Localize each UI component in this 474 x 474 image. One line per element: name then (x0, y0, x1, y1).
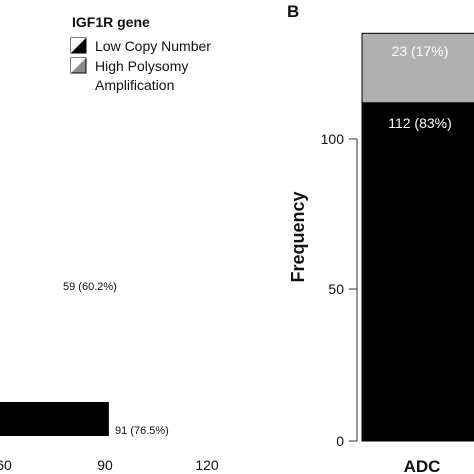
data-label-high-polysomy: 23 (17%) (392, 43, 449, 59)
legend-entry-amplification: Amplification (71, 77, 174, 93)
legend-label-high-polysomy: High Polysomy (95, 58, 188, 74)
bar-segment-high-polysomy (361, 32, 474, 104)
y-tick-label-50: 50 (328, 281, 344, 297)
legend-entry-low-copy-number: Low Copy Number (70, 37, 211, 54)
y-tick-100: 100 (321, 131, 357, 147)
panel-a-bars (0, 402, 109, 436)
data-label-second-row: 91 (76.5%) (115, 425, 169, 437)
x-tick-label-90: 90 (97, 457, 113, 473)
bar-segment-low-copy-number (361, 102, 474, 442)
legend-title: IGF1R gene (72, 14, 150, 30)
panel-label: B (287, 2, 299, 21)
x-tick-label-60: 60 (0, 457, 12, 473)
panel-a: IGF1R gene Low Copy Number High Polysomy… (0, 14, 219, 473)
legend-entry-high-polysomy: High Polysomy (70, 57, 188, 74)
y-axis-label: Frequency (288, 191, 308, 282)
x-category-label-adc: ADC (404, 457, 441, 474)
legend-swatch-amplification (71, 78, 86, 93)
legend-label-low-copy-number: Low Copy Number (95, 38, 211, 54)
y-tick-label-0: 0 (336, 433, 344, 449)
legend-swatch-diagonal (71, 58, 86, 73)
panel-b: B Frequency 0 50 100 23 (17%) 112 (83%) … (287, 2, 474, 474)
y-tick-label-100: 100 (321, 131, 345, 147)
legend: IGF1R gene Low Copy Number High Polysomy… (70, 14, 211, 93)
bar-low-copy-number (0, 402, 109, 436)
data-label-first-row: 59 (60.2%) (63, 281, 117, 293)
y-tick-50: 50 (328, 281, 357, 297)
panel-b-bars (361, 32, 474, 442)
legend-label-amplification: Amplification (95, 77, 174, 93)
y-tick-0: 0 (336, 433, 357, 449)
data-label-low-copy-number: 112 (83%) (388, 115, 452, 131)
legend-swatch-diagonal (71, 38, 86, 53)
x-tick-label-120: 120 (195, 457, 219, 473)
